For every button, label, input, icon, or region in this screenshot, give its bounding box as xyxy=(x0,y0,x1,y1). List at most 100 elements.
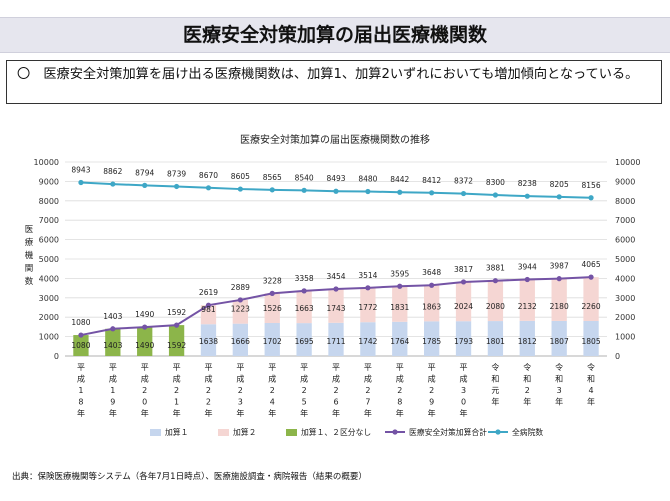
bar-label: 1812 xyxy=(518,337,537,346)
legend-label: 加算１ xyxy=(165,427,188,437)
bar-kasan1 xyxy=(551,320,567,356)
line-label: 1592 xyxy=(167,308,186,317)
line-point xyxy=(365,188,371,195)
line-point xyxy=(78,179,84,186)
bar-kasan2 xyxy=(296,290,312,324)
y-tick-label: 3000 xyxy=(39,294,59,303)
line-point xyxy=(460,279,467,285)
bar-kasan-none xyxy=(168,325,185,356)
bar-label: 1743 xyxy=(326,304,345,313)
line-point xyxy=(269,290,275,296)
legend-swatch xyxy=(218,429,229,436)
line-point xyxy=(205,185,212,191)
bar-label: 1490 xyxy=(135,341,154,350)
line-label: 1490 xyxy=(135,310,154,319)
y2-tick-label: 4000 xyxy=(615,274,635,283)
bar-kasan2 xyxy=(328,288,344,323)
bar-kasan1 xyxy=(296,323,312,356)
line-label: 8238 xyxy=(518,179,537,188)
bar-kasan1 xyxy=(264,322,280,356)
bar-kasan2 xyxy=(455,281,472,322)
legend-marker xyxy=(495,429,501,435)
summary-text: 〇 医療安全対策加算を届け出る医療機関数は、加算1、加算2いずれにおいても増加傾… xyxy=(17,67,639,82)
line-label: 2619 xyxy=(199,288,218,297)
legend-marker xyxy=(392,429,398,435)
line-label: 3987 xyxy=(550,262,569,271)
line-label: 2889 xyxy=(231,283,250,292)
line-label: 3514 xyxy=(358,271,377,280)
y-axis-label-text: 医療機関数 xyxy=(25,225,34,287)
line-point xyxy=(333,286,339,292)
bar-label: 2260 xyxy=(582,302,601,311)
bar-kasan2 xyxy=(232,299,249,324)
y2-tick-label: 6000 xyxy=(615,236,635,245)
bar-label: 1711 xyxy=(326,337,345,346)
bar-kasan1 xyxy=(519,320,535,356)
bar-label: 1805 xyxy=(582,337,601,346)
x-tick-label: 平成 1 8 年 xyxy=(77,363,85,418)
y-tick-label: 5000 xyxy=(39,255,59,264)
y2-tick-label: 5000 xyxy=(615,255,635,264)
y2-tick-label: 0 xyxy=(615,352,620,361)
bar-label: 2080 xyxy=(486,302,505,311)
bars xyxy=(73,277,599,356)
line-label: 8480 xyxy=(358,174,377,183)
line-label: 3648 xyxy=(422,268,441,277)
x-tick-label: 平成 2 3 年 xyxy=(236,363,244,418)
bar-kasan2 xyxy=(360,287,376,323)
line-label: 8862 xyxy=(103,167,122,176)
x-tick-label: 平成 2 9 年 xyxy=(428,363,436,418)
y2-tick-label: 7000 xyxy=(615,216,635,225)
legend-label: 全病院数 xyxy=(512,427,543,437)
x-tick-label: 平成 2 0 年 xyxy=(141,363,149,418)
bar-kasan1 xyxy=(200,324,217,356)
line-point xyxy=(492,278,499,284)
line-label: 8670 xyxy=(199,171,218,180)
bar-label: 1223 xyxy=(231,305,250,314)
bar-kasan1 xyxy=(328,322,344,356)
line-point xyxy=(365,285,371,291)
line-point xyxy=(301,187,307,193)
line-point xyxy=(492,192,499,198)
y-axis-ticks: 1000090008000700060005000400030002000100… xyxy=(34,158,59,361)
y-tick-label: 8000 xyxy=(39,197,59,206)
line-point xyxy=(237,297,243,303)
bar-kasan1 xyxy=(392,321,408,356)
bar-kasan2 xyxy=(423,285,440,322)
y-tick-label: 6000 xyxy=(39,236,59,245)
bar-label: 1742 xyxy=(358,337,377,346)
y-axis-label: 医療機関数 xyxy=(25,225,34,287)
line-point xyxy=(110,181,116,187)
line-point xyxy=(173,183,180,190)
bar-kasan-none xyxy=(137,327,153,356)
line-point xyxy=(588,274,594,280)
line-point xyxy=(269,187,275,193)
bar-label: 1801 xyxy=(486,337,505,346)
bar-label: 1785 xyxy=(422,337,441,346)
line-point xyxy=(556,194,562,200)
line-label: 3358 xyxy=(295,274,314,283)
chart: 医療安全対策加算の届出医療機関数の推移 医療機関数 10000900080007… xyxy=(25,133,641,437)
bar-kasan2 xyxy=(583,277,599,321)
bar-label: 1807 xyxy=(550,337,569,346)
bar-label: 1638 xyxy=(199,337,218,346)
y2-tick-label: 9000 xyxy=(615,177,635,186)
line-label: 8794 xyxy=(135,168,154,177)
line-label: 8205 xyxy=(550,180,569,189)
bar-label: 2024 xyxy=(454,302,473,311)
legend-swatch xyxy=(150,429,161,436)
bar-label: 1793 xyxy=(454,337,473,346)
x-tick-label: 令和 2 年 xyxy=(523,362,531,407)
bar-label: 1702 xyxy=(263,337,282,346)
line-point xyxy=(78,332,84,338)
bar-label: 1403 xyxy=(103,341,122,350)
bar-label: 2180 xyxy=(550,302,569,311)
line-point xyxy=(110,326,116,332)
line-label: 8943 xyxy=(71,166,90,175)
bar-label: 981 xyxy=(201,305,216,314)
line-point xyxy=(301,288,307,294)
data-labels: 1080 1403 1490 1592 1638 981 1666 1223 1702 1526 1… xyxy=(71,166,600,350)
bar-label: 1772 xyxy=(358,303,377,312)
bar-label: 1080 xyxy=(71,341,90,350)
line-label: 3817 xyxy=(454,265,473,274)
